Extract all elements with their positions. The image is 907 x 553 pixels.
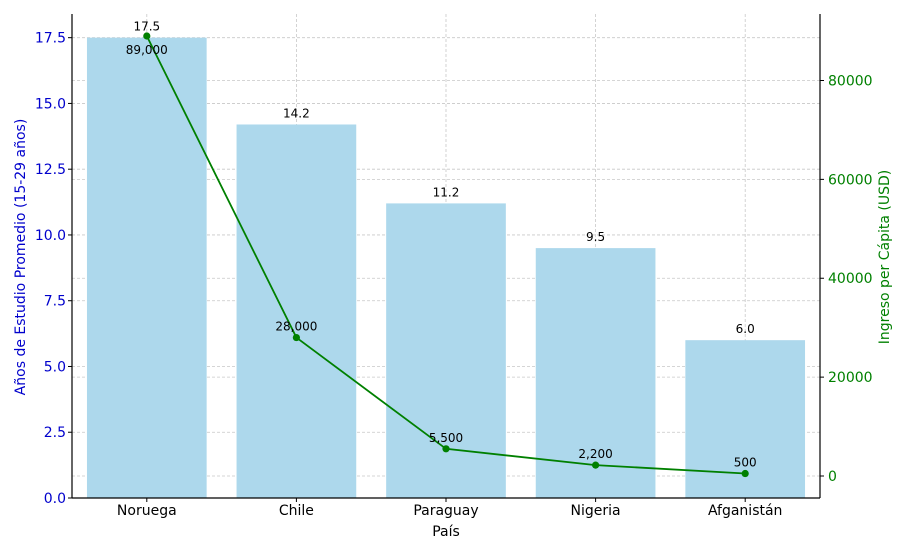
bar-3 <box>535 248 656 498</box>
y-left-tick-label-2: 5.0 <box>44 359 66 375</box>
y-right-tick-label-2: 40000 <box>828 271 873 287</box>
y-right-tick-label-4: 80000 <box>828 73 873 89</box>
line-value-label-4: 500 <box>734 456 757 470</box>
bar-value-label-1: 14.2 <box>283 106 310 120</box>
bar-0 <box>86 37 207 498</box>
y-left-tick-label-3: 7.5 <box>44 294 66 310</box>
y-left-tick-label-1: 2.5 <box>44 425 66 441</box>
line-value-label-0: 89,000 <box>126 43 168 57</box>
x-tick-label-0: Noruega <box>117 503 177 519</box>
y-right-tick-label-1: 20000 <box>828 370 873 386</box>
income-point-3 <box>592 461 600 469</box>
y-left-tick-label-6: 15.0 <box>35 96 66 112</box>
income-line-layer <box>143 32 749 478</box>
x-tick-label-2: Paraguay <box>413 503 478 519</box>
y-left-tick-label-7: 17.5 <box>35 31 66 47</box>
line-value-label-3: 2,200 <box>578 447 612 461</box>
income-point-4 <box>741 469 749 478</box>
line-value-label-1: 28,000 <box>275 320 317 334</box>
line-value-label-2: 5,500 <box>429 431 463 445</box>
y-right-tick-label-3: 60000 <box>828 172 873 188</box>
y-left-tick-label-4: 10.0 <box>35 228 66 244</box>
income-point-1 <box>292 333 300 342</box>
x-tick-label-3: Nigeria <box>571 503 621 519</box>
x-axis-title: País <box>432 524 460 540</box>
x-tick-label-4: Afganistán <box>708 503 782 519</box>
bar-value-label-2: 11.2 <box>433 185 460 199</box>
bar-value-label-0: 17.5 <box>133 20 160 34</box>
bar-value-label-4: 6.0 <box>736 322 755 336</box>
income-point-0 <box>143 32 151 40</box>
bar-1 <box>236 124 357 498</box>
labels: 17.5 14.2 11.2 9.5 6.0 89,000 28,000 5,500 2,200… <box>126 20 757 470</box>
y-left-tick-label-0: 0.0 <box>44 491 66 507</box>
y-left-tick-label-5: 12.5 <box>35 162 66 178</box>
axes: 0.0 2.5 5.0 7.5 10.0 12.5 15.0 17.5 0 20000 40000 6… <box>35 14 873 519</box>
y-right-tick-label-0: 0 <box>828 469 837 485</box>
y-left-axis-title: Años de Estudio Promedio (15-29 años) <box>13 119 29 396</box>
income-point-2 <box>442 445 450 453</box>
x-tick-label-1: Chile <box>279 503 314 519</box>
y-right-axis-title: Ingreso per Cápita (USD) <box>877 170 893 344</box>
bar-value-label-3: 9.5 <box>586 230 605 244</box>
